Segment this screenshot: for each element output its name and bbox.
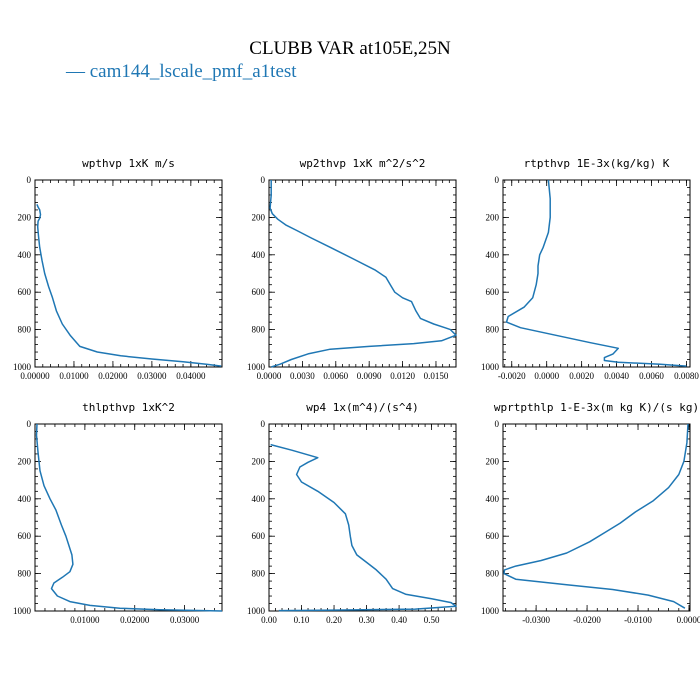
x-tick-label: 0.04000 xyxy=(176,371,206,381)
x-tick-label: 0.10 xyxy=(294,615,310,625)
y-tick-label: 600 xyxy=(486,287,500,297)
x-tick-label: 0.03000 xyxy=(170,615,200,625)
x-tick-label: 0.00000 xyxy=(20,371,50,381)
y-tick-label: 400 xyxy=(18,250,32,260)
panel-2: wp2thvp 1xK m^2/s^2 0.0000 0.0030 0.0060 0.0… xyxy=(247,157,457,381)
y-tick-label: 800 xyxy=(18,569,32,579)
x-tick-label: 0.02000 xyxy=(98,371,128,381)
panel-3: rtpthvp 1E-3x(kg/kg) K -0.0020 0.0000 0.002… xyxy=(481,157,699,381)
x-tick-label: 0.0150 xyxy=(424,371,449,381)
panel-title: wpthvp 1xK m/s xyxy=(82,157,175,170)
x-tick-label: 0.30 xyxy=(359,615,375,625)
plot-frame xyxy=(268,179,457,368)
series-line xyxy=(505,179,687,367)
y-tick-label: 0 xyxy=(495,419,500,429)
x-tick-label: 0.0060 xyxy=(323,371,348,381)
y-tick-label: 1000 xyxy=(481,606,500,616)
panel-title: wp4 1x(m^4)/(s^4) xyxy=(306,401,419,414)
x-tick-label: 0.0040 xyxy=(604,371,629,381)
y-tick-label: 0 xyxy=(261,419,266,429)
x-tick-label: 0.50 xyxy=(424,615,440,625)
y-tick-label: 0 xyxy=(261,175,266,185)
y-tick-label: 600 xyxy=(18,287,32,297)
panel-title: thlpthvp 1xK^2 xyxy=(82,401,175,414)
x-tick-label: -0.0200 xyxy=(573,615,601,625)
figure-title: CLUBB VAR at105E,25N xyxy=(249,38,451,59)
y-tick-label: 800 xyxy=(252,325,266,335)
y-tick-label: 600 xyxy=(486,531,500,541)
panel-title: rtpthvp 1E-3x(kg/kg) K xyxy=(524,157,670,170)
y-tick-label: 800 xyxy=(252,569,266,579)
panel-title: wprtpthlp 1-E-3x(m kg K)/(s kg) xyxy=(494,401,699,414)
legend-entry: — cam144_lscale_pmf_a1test xyxy=(65,61,297,82)
y-tick-label: 1000 xyxy=(247,362,266,372)
series-line xyxy=(35,423,223,612)
y-tick-label: 0 xyxy=(27,419,32,429)
y-tick-label: 1000 xyxy=(13,606,32,616)
y-tick-label: 1000 xyxy=(247,606,266,616)
y-tick-label: 400 xyxy=(252,250,266,260)
y-tick-label: 400 xyxy=(252,494,266,504)
y-tick-label: 200 xyxy=(18,212,32,222)
y-tick-label: 600 xyxy=(252,531,266,541)
panel-1: wpthvp 1xK m/s 0.00000 0.01000 0.02000 0.030… xyxy=(13,157,223,381)
y-tick-label: 0 xyxy=(495,175,500,185)
y-tick-label: 800 xyxy=(486,569,500,579)
x-tick-label: 0.00 xyxy=(261,615,277,625)
x-tick-label: 0.0120 xyxy=(390,371,415,381)
y-tick-label: 200 xyxy=(252,456,266,466)
series-line xyxy=(269,180,457,368)
y-tick-label: 800 xyxy=(486,325,500,335)
y-tick-label: 1000 xyxy=(13,362,32,372)
x-tick-label: 0.0020 xyxy=(569,371,594,381)
x-tick-label: 0.0090 xyxy=(357,371,382,381)
y-tick-label: 400 xyxy=(486,250,500,260)
panel-6: wprtpthlp 1-E-3x(m kg K)/(s kg) -0.0300 -0… xyxy=(481,401,700,625)
series-line xyxy=(36,204,222,367)
plot-frame xyxy=(502,179,691,368)
y-tick-label: 600 xyxy=(18,531,32,541)
y-tick-label: 400 xyxy=(486,494,500,504)
panel-4: thlpthvp 1xK^2 0.01000 0.02000 0.03000 0 200 4… xyxy=(13,401,223,625)
x-tick-label: 0.03000 xyxy=(137,371,167,381)
y-tick-label: 400 xyxy=(18,494,32,504)
plot-frame xyxy=(268,423,457,612)
y-tick-label: 200 xyxy=(252,212,266,222)
series-line xyxy=(270,443,457,612)
panel-title: wp2thvp 1xK m^2/s^2 xyxy=(300,157,426,170)
y-tick-label: 200 xyxy=(18,456,32,466)
y-tick-label: 800 xyxy=(18,325,32,335)
x-tick-label: 0.01000 xyxy=(70,615,100,625)
plot-frame xyxy=(34,179,223,368)
x-tick-label: -0.0020 xyxy=(498,371,526,381)
x-tick-label: 0.40 xyxy=(391,615,407,625)
x-tick-label: -0.0100 xyxy=(624,615,652,625)
x-tick-label: 0.0000 xyxy=(677,615,700,625)
y-tick-label: 0 xyxy=(27,175,32,185)
x-tick-label: 0.0030 xyxy=(290,371,315,381)
panel-grid: wpthvp 1xK m/s0.00000 0.01000 0.02000 0.030… xyxy=(13,157,700,625)
x-tick-label: 0.01000 xyxy=(59,371,89,381)
panel-5: wp4 1x(m^4)/(s^4) 0.00 0.10 0.20 0.30 0.40 0.5… xyxy=(247,401,457,625)
x-tick-label: 0.0080 xyxy=(674,371,699,381)
y-tick-label: 200 xyxy=(486,212,500,222)
x-tick-label: 0.20 xyxy=(326,615,342,625)
x-tick-label: 0.02000 xyxy=(120,615,150,625)
series-line xyxy=(503,423,689,609)
x-tick-label: 0.0060 xyxy=(639,371,664,381)
y-tick-label: 600 xyxy=(252,287,266,297)
plot-frame xyxy=(502,423,691,612)
plot-frame xyxy=(34,423,223,612)
y-tick-label: 200 xyxy=(486,456,500,466)
x-tick-label: 0.0000 xyxy=(534,371,559,381)
y-tick-label: 1000 xyxy=(481,362,500,372)
x-tick-label: 0.0000 xyxy=(257,371,282,381)
x-tick-label: -0.0300 xyxy=(522,615,550,625)
